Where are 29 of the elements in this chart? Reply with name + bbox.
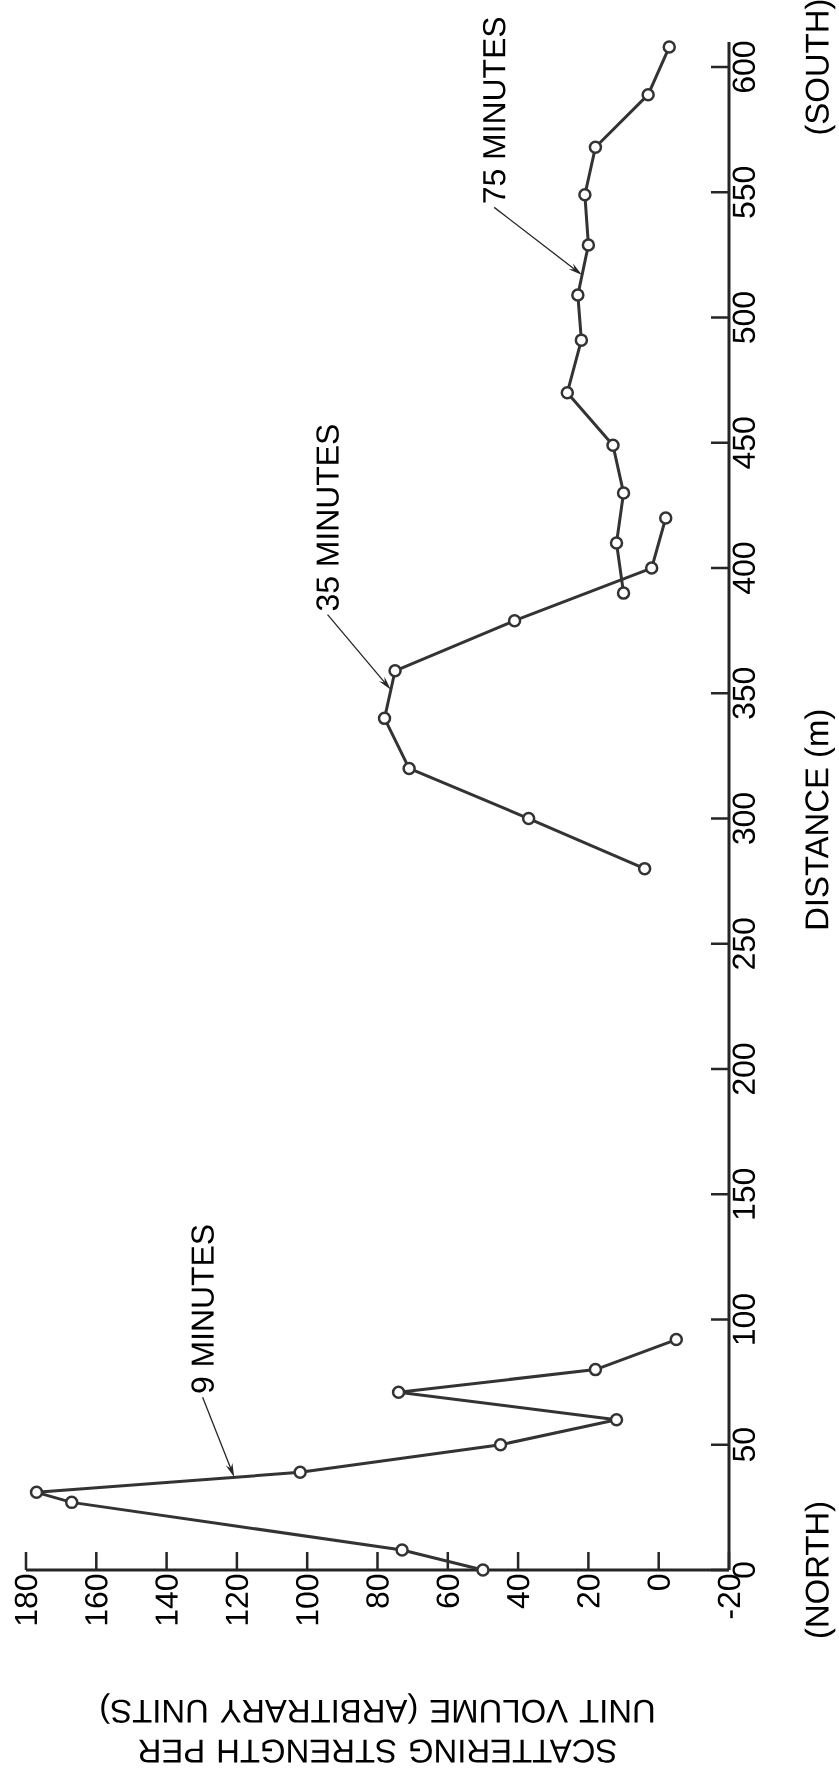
y-tick-label: 500: [732, 292, 756, 343]
text: 35 MINUTES: [316, 425, 339, 611]
x-tick-label: 0: [647, 1574, 670, 1590]
y-tick-label: 50: [732, 1428, 756, 1462]
y-tick-label: 400: [732, 542, 756, 594]
x-tick-label: 100: [295, 1574, 319, 1625]
x-tick-label: 60: [436, 1574, 460, 1608]
y-tick-label: 200: [732, 1043, 756, 1095]
y-axis-title: DISTANCE (m): [804, 710, 835, 929]
x-axis-title: SCATTERING STRENGTH PER UNIT VOLUME (ARBITRARY UNITS): [101, 1693, 654, 1763]
text: 75 MINUTES: [482, 17, 506, 203]
y-tick-label: 100: [732, 1294, 756, 1344]
x-tick-label: 20: [577, 1574, 600, 1608]
x-tick-label: 40: [506, 1574, 530, 1609]
x-tick-label: 120: [225, 1574, 249, 1625]
y-tick-label: 350: [732, 667, 756, 719]
x-tick-label: 80: [366, 1574, 389, 1608]
x-tick-label: 180: [14, 1574, 38, 1625]
x-tick-label: 140: [155, 1574, 178, 1625]
y-tick-label: 450: [732, 417, 756, 469]
y-tick-label: 550: [732, 167, 756, 218]
y-tick-label: 250: [732, 918, 756, 969]
y-tick-label: 600: [732, 41, 756, 93]
text: 9 MINUTES: [191, 1225, 214, 1393]
text: (SOUTH): [804, 0, 836, 134]
text: (NORTH): [804, 1502, 836, 1638]
x-tick-label: 160: [85, 1574, 108, 1625]
y-tick-label: 300: [732, 793, 756, 844]
y-tick-label: 150: [732, 1168, 756, 1219]
